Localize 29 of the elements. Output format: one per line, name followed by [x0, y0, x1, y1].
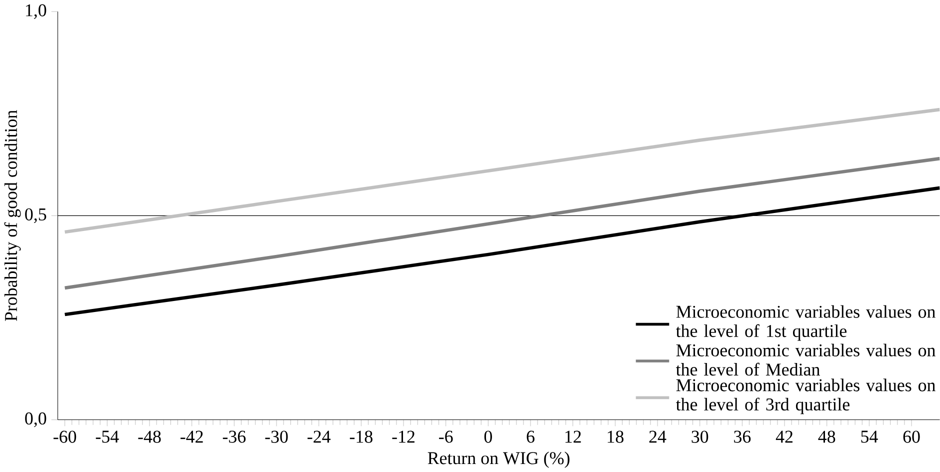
x-tick-label: -48 [138, 430, 161, 443]
x-tick-label: 48 [818, 430, 836, 443]
x-tick-label: 60 [903, 430, 920, 443]
x-tick-label: 36 [734, 430, 751, 443]
x-tick-label: -12 [392, 430, 414, 443]
x-tick-label: 24 [649, 430, 666, 443]
y-tick-label: 0,5 [25, 208, 46, 223]
legend-label: Microeconomic variables values on the level of Median [676, 344, 936, 376]
x-tick-label: 54 [861, 430, 878, 443]
x-tick-label: 6 [526, 430, 534, 443]
x-tick-label: -6 [439, 430, 453, 443]
x-tick-label: -18 [350, 430, 372, 443]
y-axis-title: Probability of good condition [4, 110, 21, 321]
x-tick-label: 12 [565, 430, 581, 443]
x-tick-label: -60 [54, 430, 76, 443]
x-tick-label: -30 [265, 430, 288, 443]
x-tick-label: -54 [96, 430, 119, 443]
x-axis-title: Return on WIG (%) [428, 452, 570, 468]
y-tick-label: 0,0 [25, 412, 46, 428]
x-tick-label: -24 [308, 430, 331, 443]
x-tick-label: -36 [222, 430, 246, 443]
x-tick-label: 30 [692, 430, 708, 443]
y-tick-label: 1,0 [26, 4, 46, 19]
legend-label: Microeconomic variables values on the level of 3rd quartile [676, 378, 936, 414]
x-tick-label: 18 [608, 430, 624, 443]
x-tick-label: 42 [776, 430, 792, 443]
legend-label: Microeconomic variables values on the level of 1st quartile [676, 305, 936, 341]
x-tick-label: 0 [484, 430, 492, 443]
x-tick-label: -42 [180, 430, 203, 443]
